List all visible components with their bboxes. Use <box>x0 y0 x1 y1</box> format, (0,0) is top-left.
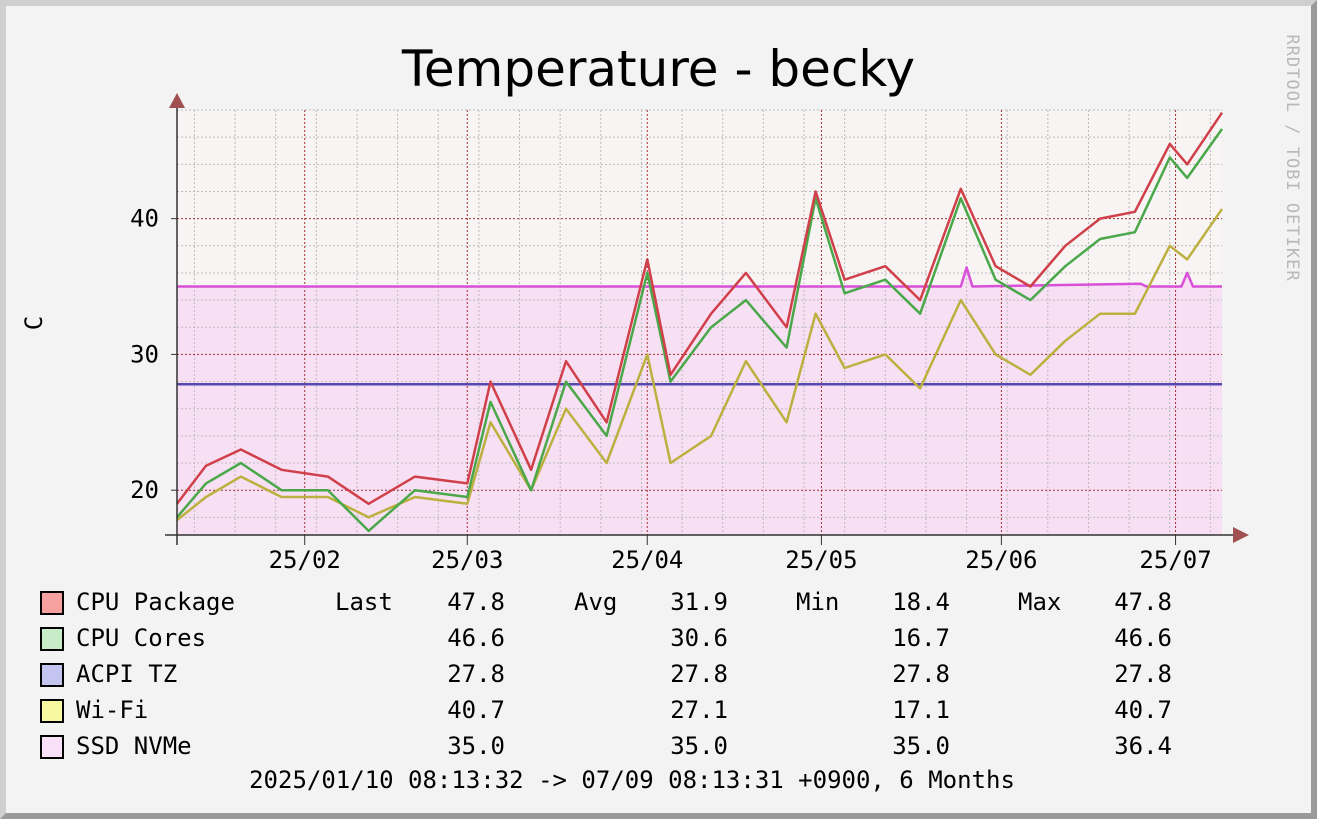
legend-row: CPU Package Last 47.8 Avg 31.9 Min 18.4 Max 47.8 <box>40 587 1240 623</box>
legend-stat-last: 35.0 <box>447 732 505 760</box>
legend-swatch <box>40 627 64 651</box>
legend-series-name: Wi-Fi <box>76 696 149 724</box>
y-tick-label: 40 <box>130 205 159 233</box>
legend-stat-last: 40.7 <box>447 696 505 724</box>
y-tick-label: 20 <box>130 476 159 504</box>
legend-stat-min: 16.7 <box>892 624 950 652</box>
legend-stat-min: 18.4 <box>892 588 950 616</box>
legend-stat-avg: 35.0 <box>670 732 728 760</box>
legend: CPU Package Last 47.8 Avg 31.9 Min 18.4 Max 47.8… <box>40 587 1240 767</box>
legend-stat-avg: 27.8 <box>670 660 728 688</box>
x-tick-label: 25/02 <box>269 546 341 574</box>
legend-series-name: ACPI TZ <box>76 660 178 688</box>
legend-stat-max: 40.7 <box>1114 696 1172 724</box>
series-line-cpu-package <box>176 112 1224 506</box>
x-tick-label: 25/06 <box>965 546 1037 574</box>
x-axis-arrow <box>1233 527 1249 543</box>
legend-stat-max: 27.8 <box>1114 660 1172 688</box>
y-axis-arrow <box>169 93 185 108</box>
legend-stat-label-last: Last <box>335 588 393 616</box>
legend-stat-max: 47.8 <box>1114 588 1172 616</box>
legend-row: Wi-Fi 40.7 27.1 17.1 40.7 <box>40 695 1240 731</box>
legend-stat-last: 46.6 <box>447 624 505 652</box>
legend-row: SSD NVMe 35.0 35.0 35.0 36.4 <box>40 731 1240 767</box>
legend-swatch <box>40 591 64 615</box>
legend-swatch <box>40 735 64 759</box>
legend-stat-min: 27.8 <box>892 660 950 688</box>
legend-row: ACPI TZ 27.8 27.8 27.8 27.8 <box>40 659 1240 695</box>
legend-stat-label-max: Max <box>1018 588 1062 616</box>
series-line-ssd-nvme <box>177 266 1222 288</box>
legend-stat-last: 27.8 <box>447 660 505 688</box>
legend-series-name: SSD NVMe <box>76 732 192 760</box>
legend-stat-label-avg: Avg <box>574 588 618 616</box>
legend-row: CPU Cores 46.6 30.6 16.7 46.6 <box>40 623 1240 659</box>
legend-stat-min: 35.0 <box>892 732 950 760</box>
legend-series-name: CPU Cores <box>76 624 207 652</box>
legend-stat-max: 46.6 <box>1114 624 1172 652</box>
legend-stat-avg: 30.6 <box>670 624 728 652</box>
x-tick-label: 25/07 <box>1139 546 1211 574</box>
x-tick-label: 25/03 <box>431 546 503 574</box>
legend-stat-last: 47.8 <box>447 588 505 616</box>
legend-stat-avg: 31.9 <box>670 588 728 616</box>
legend-stat-max: 36.4 <box>1114 732 1172 760</box>
legend-stat-avg: 27.1 <box>670 696 728 724</box>
legend-stat-label-min: Min <box>796 588 840 616</box>
legend-series-name: CPU Package <box>76 588 235 616</box>
series-line-wi-fi <box>176 208 1224 522</box>
series-line-cpu-cores <box>176 128 1224 533</box>
x-tick-label: 25/05 <box>785 546 857 574</box>
legend-swatch <box>40 699 64 723</box>
time-range-footer: 2025/01/10 08:13:32 -> 07/09 08:13:31 +0… <box>249 766 1015 794</box>
x-tick-label: 25/04 <box>611 546 683 574</box>
y-tick-label: 30 <box>130 340 159 368</box>
chart-title: Temperature - becky <box>401 40 916 98</box>
legend-stat-min: 17.1 <box>892 696 950 724</box>
legend-swatch <box>40 663 64 687</box>
